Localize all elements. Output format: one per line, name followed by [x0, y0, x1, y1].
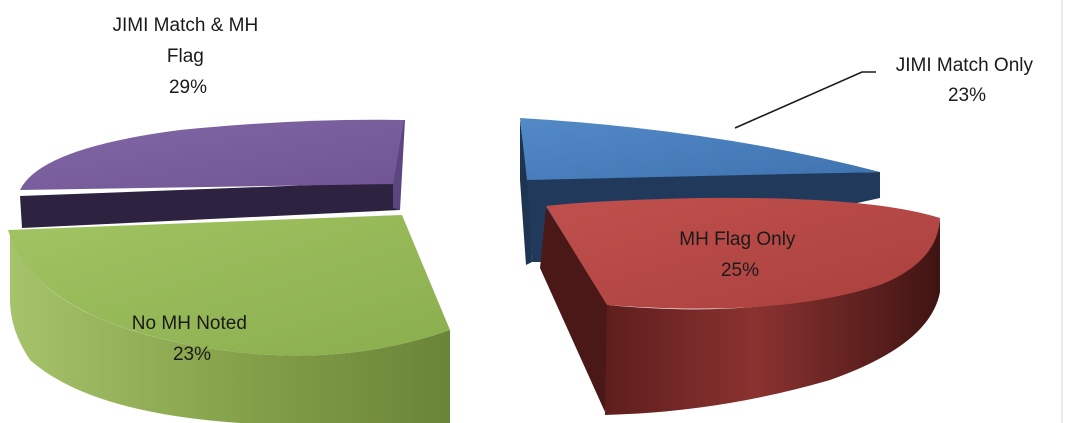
- slice-top: [20, 119, 404, 190]
- slice-top: [520, 118, 880, 180]
- pie-slice-jimi-match-and-mh-flag: [20, 119, 405, 228]
- slice-rim: [20, 182, 400, 228]
- label-jimi-match-and-mh-flag: JIMI Match & MH Flag 29%: [113, 15, 264, 98]
- slice-rim: [10, 232, 450, 423]
- slice-side: [520, 120, 532, 265]
- label-mh-flag-only: MH Flag Only 25%: [679, 229, 800, 281]
- leader-line-jimi-match-only: [734, 71, 876, 129]
- slice-top: [546, 197, 940, 309]
- pie-slice-no-mh-noted: [8, 215, 450, 423]
- slice-rim: [605, 218, 940, 415]
- label-no-mh-noted: No MH Noted 23%: [132, 313, 252, 365]
- slice-side: [540, 208, 612, 412]
- pie-slice-mh-flag-only: [540, 197, 940, 415]
- label-jimi-match-only: JIMI Match Only 23%: [896, 55, 1039, 106]
- slice-top: [8, 215, 450, 356]
